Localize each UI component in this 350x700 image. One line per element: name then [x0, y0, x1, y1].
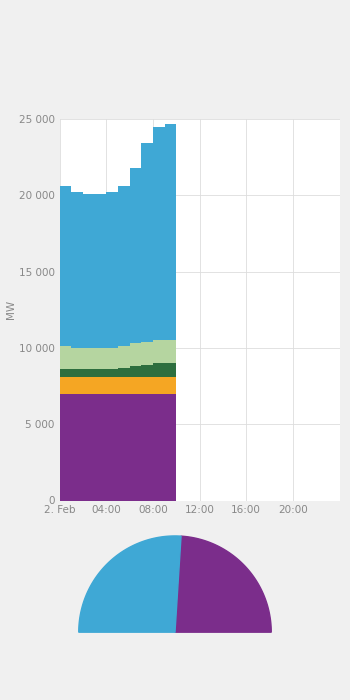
Bar: [164, 393, 176, 500]
Bar: [60, 186, 71, 346]
Bar: [106, 377, 118, 393]
Bar: [141, 144, 153, 342]
Bar: [141, 393, 153, 500]
Bar: [60, 370, 71, 377]
Bar: [60, 377, 71, 393]
Bar: [71, 348, 83, 370]
Bar: [118, 186, 130, 346]
Bar: [60, 393, 71, 500]
Bar: [60, 346, 71, 370]
Bar: [164, 363, 176, 377]
Bar: [164, 377, 176, 393]
Bar: [106, 193, 118, 348]
Bar: [83, 377, 95, 393]
Bar: [83, 393, 95, 500]
Bar: [83, 370, 95, 377]
Bar: [141, 377, 153, 393]
Bar: [71, 370, 83, 377]
Polygon shape: [79, 536, 181, 632]
Bar: [71, 193, 83, 348]
Bar: [118, 377, 130, 393]
Y-axis label: MW: MW: [6, 300, 16, 319]
Bar: [153, 363, 164, 377]
Bar: [94, 348, 106, 370]
Bar: [106, 348, 118, 370]
Bar: [153, 340, 164, 363]
Bar: [71, 377, 83, 393]
Bar: [130, 393, 141, 500]
Bar: [118, 393, 130, 500]
Bar: [164, 124, 176, 340]
Bar: [94, 393, 106, 500]
Bar: [94, 194, 106, 348]
Bar: [94, 370, 106, 377]
Bar: [130, 366, 141, 377]
Bar: [164, 340, 176, 363]
Polygon shape: [175, 536, 271, 632]
Bar: [153, 127, 164, 340]
Bar: [130, 343, 141, 366]
Bar: [130, 377, 141, 393]
Bar: [83, 194, 95, 348]
Bar: [153, 377, 164, 393]
Bar: [141, 365, 153, 377]
Bar: [106, 370, 118, 377]
Bar: [118, 368, 130, 377]
Bar: [94, 377, 106, 393]
Bar: [106, 393, 118, 500]
Bar: [141, 342, 153, 365]
Bar: [71, 393, 83, 500]
Bar: [153, 393, 164, 500]
Bar: [83, 348, 95, 370]
Bar: [118, 346, 130, 368]
Bar: [130, 168, 141, 343]
